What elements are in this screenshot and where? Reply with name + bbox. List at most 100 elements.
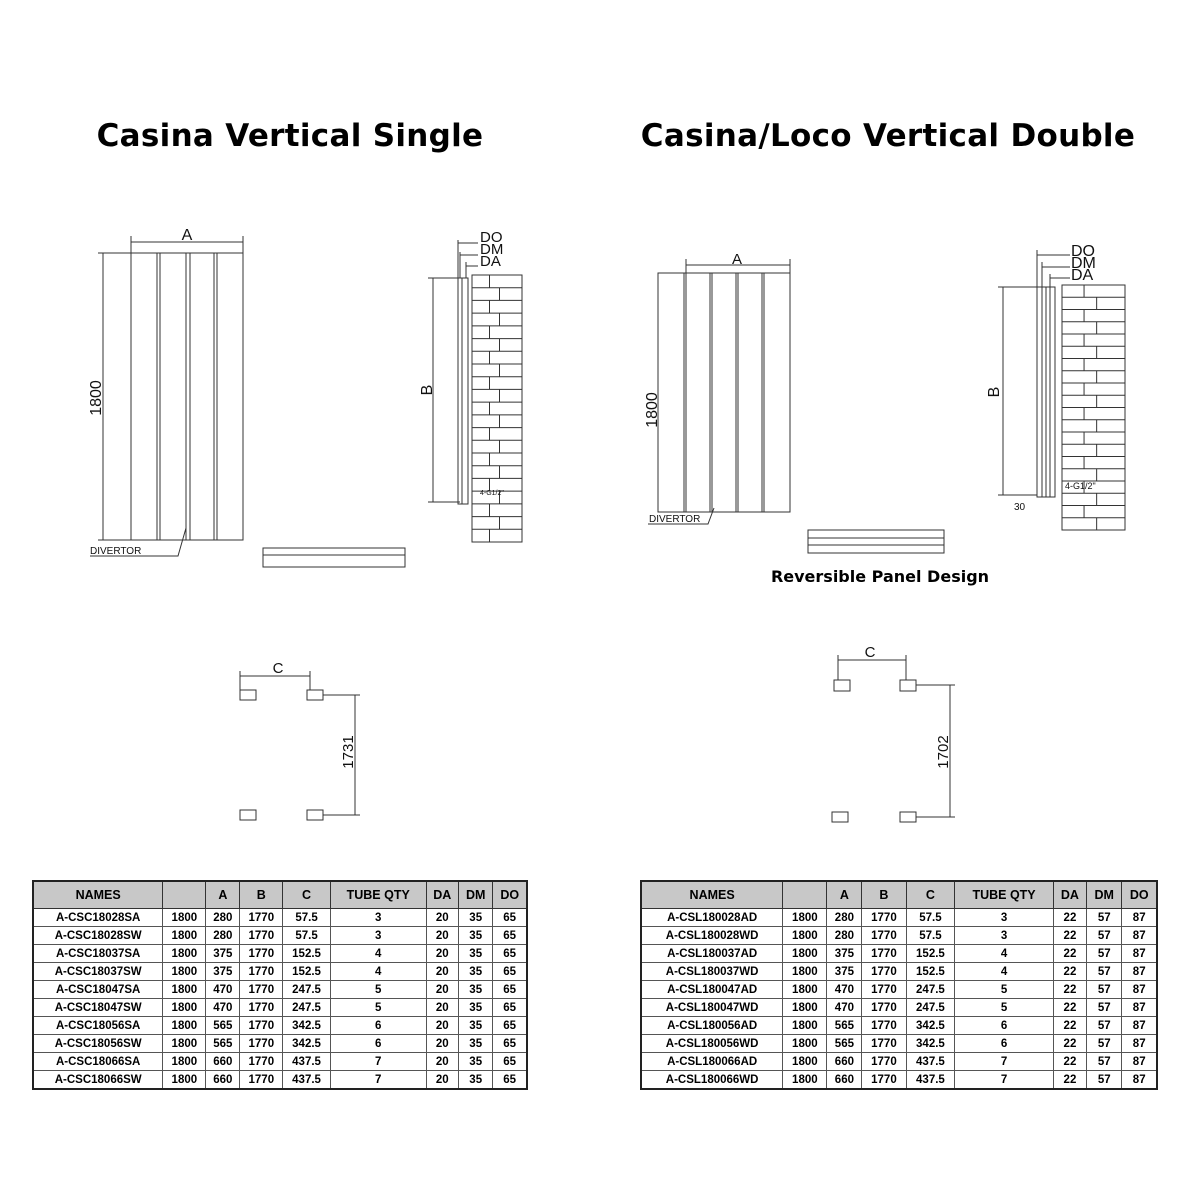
right-dim-height: 1800 [644, 392, 661, 428]
table-cell: 57 [1086, 1016, 1123, 1035]
table-cell: 1770 [861, 1052, 907, 1071]
column-header [782, 880, 828, 909]
table-cell: 247.5 [905, 998, 956, 1017]
table-cell: 1800 [162, 998, 207, 1017]
table-cell: 65 [492, 998, 528, 1017]
table-row: A-CSL180028AD 1800 280 1770 57.5 3 22 57 87 [640, 908, 1158, 927]
right-dim-c: C [865, 644, 876, 661]
table-cell: 152.5 [282, 962, 331, 981]
table-cell: 57 [1086, 944, 1123, 963]
left-dim-centres: 1731 [340, 735, 357, 768]
table-cell: 65 [492, 1052, 528, 1071]
table-cell: 57.5 [905, 908, 956, 927]
table-cell: 35 [458, 998, 494, 1017]
table-cell: 35 [458, 944, 494, 963]
table-cell: 20 [425, 1016, 460, 1035]
table-header-row: NAMES A B C TUBE QTY DA DM DO [640, 880, 1158, 909]
table-cell: 65 [492, 908, 528, 927]
table-cell: 152.5 [905, 944, 956, 963]
table-cell: A-CSC18047SA [32, 980, 164, 999]
right-connection-label: 4-G1/2" [1065, 481, 1096, 491]
table-cell: 1800 [162, 926, 207, 945]
table-cell: 1800 [782, 1052, 828, 1071]
table-cell: 565 [826, 1034, 863, 1053]
table-cell: A-CSC18066SA [32, 1052, 164, 1071]
table-cell: A-CSL180037WD [640, 962, 784, 981]
table-cell: 57 [1086, 1052, 1123, 1071]
table-cell: 247.5 [282, 998, 331, 1017]
left-dim-height: 1800 [88, 380, 105, 416]
table-cell: 247.5 [282, 980, 331, 999]
column-header: NAMES [32, 880, 164, 909]
table-cell: 22 [1052, 1070, 1088, 1090]
table-cell: 342.5 [282, 1016, 331, 1035]
table-cell: 1770 [861, 908, 907, 927]
table-cell: 4 [329, 962, 427, 981]
table-cell: 3 [329, 926, 427, 945]
column-header: A [205, 880, 241, 909]
table-cell: 57 [1086, 926, 1123, 945]
table-cell: A-CSL180028WD [640, 926, 784, 945]
table-cell: 35 [458, 908, 494, 927]
right-dim-centres: 1702 [935, 735, 952, 768]
table-cell: 87 [1121, 998, 1158, 1017]
table-cell: 1770 [239, 908, 284, 927]
table-cell: 22 [1052, 1034, 1088, 1053]
table-cell: 1800 [782, 962, 828, 981]
table-cell: 1800 [782, 1034, 828, 1053]
table-cell: 1770 [861, 944, 907, 963]
table-cell: 1770 [861, 1016, 907, 1035]
left-label-dm: DM [480, 241, 503, 258]
column-header: B [239, 880, 284, 909]
right-label-dm: DM [1071, 255, 1096, 272]
table-row: A-CSC18056SW 1800 565 1770 342.5 6 20 35 65 [32, 1034, 528, 1053]
table-cell: 57.5 [282, 908, 331, 927]
table-cell: 1800 [782, 998, 828, 1017]
table-row: A-CSC18066SW 1800 660 1770 437.5 7 20 35 65 [32, 1070, 528, 1090]
table-row: A-CSL180028WD 1800 280 1770 57.5 3 22 57 87 [640, 926, 1158, 945]
column-header: C [905, 880, 956, 909]
table-cell: A-CSC18037SW [32, 962, 164, 981]
table-cell: 470 [826, 998, 863, 1017]
table-cell: 437.5 [282, 1070, 331, 1090]
table-cell: 375 [826, 944, 863, 963]
table-cell: 20 [425, 926, 460, 945]
table-cell: 1770 [861, 962, 907, 981]
column-header: DM [458, 880, 494, 909]
table-cell: 7 [329, 1070, 427, 1090]
table-cell: 470 [826, 980, 863, 999]
table-cell: 1800 [782, 980, 828, 999]
table-row: A-CSL180066AD 1800 660 1770 437.5 7 22 57 87 [640, 1052, 1158, 1071]
right-dim-a: A [732, 251, 742, 268]
column-header: A [826, 880, 863, 909]
table-cell: 437.5 [905, 1070, 956, 1090]
left-dim-c: C [273, 660, 284, 677]
table-cell: 660 [205, 1052, 241, 1071]
table-cell: 660 [826, 1070, 863, 1090]
table-cell: A-CSC18066SW [32, 1070, 164, 1090]
column-header: DO [1121, 880, 1158, 909]
table-row: A-CSC18037SW 1800 375 1770 152.5 4 20 35 65 [32, 962, 528, 981]
left-title: Casina Vertical Single [96, 118, 484, 154]
left-dim-a: A [182, 227, 193, 244]
right-side-view: DO DM DA B 4-G1/2" 30 [986, 243, 1126, 531]
table-cell: 1770 [239, 962, 284, 981]
table-cell: 5 [329, 998, 427, 1017]
right-front-view: A 1800 DIVERTOR [644, 251, 791, 525]
table-cell: 87 [1121, 962, 1158, 981]
table-cell: 35 [458, 926, 494, 945]
right-title: Casina/Loco Vertical Double [640, 118, 1136, 154]
column-header: DA [1052, 880, 1088, 909]
right-bottom-view [807, 529, 945, 554]
left-side-view: DO DM DA B 4-G1/2" [419, 229, 523, 543]
table-cell: 1770 [239, 980, 284, 999]
table-cell: 57 [1086, 962, 1123, 981]
column-header: C [282, 880, 331, 909]
table-row: A-CSC18037SA 1800 375 1770 152.5 4 20 35 65 [32, 944, 528, 963]
technical-drawings: A 1800 DIVERTOR DO DM DA B 4-G1/2" C 173… [88, 227, 1126, 823]
table-row: A-CSC18047SA 1800 470 1770 247.5 5 20 35 65 [32, 980, 528, 999]
table-row: A-CSL180047AD 1800 470 1770 247.5 5 22 57 87 [640, 980, 1158, 999]
table-cell: 5 [954, 980, 1054, 999]
right-wall-bricks [1061, 284, 1126, 531]
table-cell: 1800 [782, 1016, 828, 1035]
